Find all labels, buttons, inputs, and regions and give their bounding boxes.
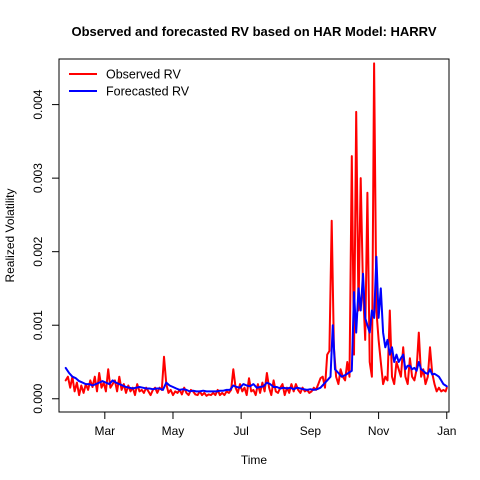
y-axis: 0.000 0.001 0.002 0.003 0.004 [31,89,60,414]
forecasted-rv-line [64,255,448,393]
x-tick-label: Nov [368,424,389,438]
x-tick-label: May [162,424,185,438]
x-tick-label: Jul [233,424,248,438]
x-tick-label: Mar [94,424,115,438]
legend-label-observed: Observed RV [106,68,181,82]
y-tick-label: 0.003 [31,163,45,193]
y-axis-label: Realized Volatility [3,188,17,282]
x-axis-label: Time [241,453,268,467]
y-tick-label: 0.004 [31,89,45,119]
x-tick-label: Jan [437,424,456,438]
chart-title: Observed and forecasted RV based on HAR … [71,24,436,39]
legend: Observed RV Forecasted RV [69,68,190,99]
legend-label-forecasted: Forecasted RV [106,85,190,99]
x-tick-label: Sep [300,424,322,438]
y-tick-label: 0.002 [31,236,45,266]
y-tick-label: 0.001 [31,310,45,340]
x-axis: Mar May Jul Sep Nov Jan [94,411,456,438]
y-tick-label: 0.000 [31,383,45,413]
series-layer [64,62,448,397]
